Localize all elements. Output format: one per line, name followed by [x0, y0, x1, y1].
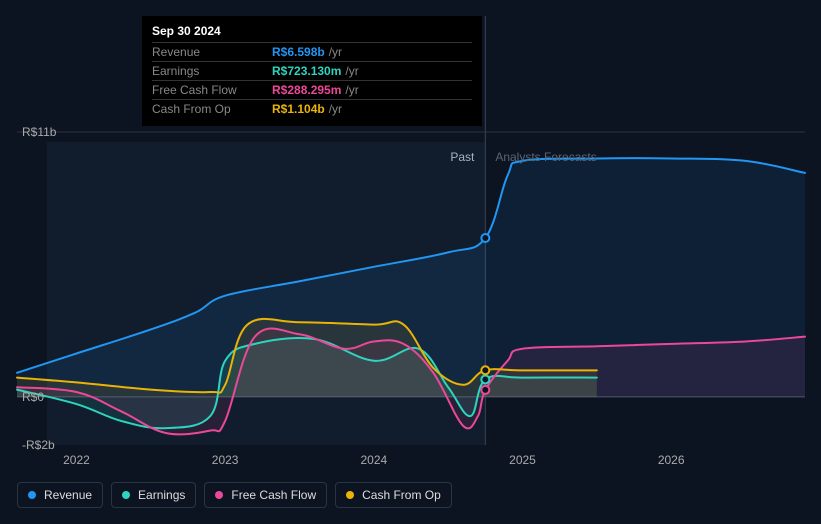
y-axis-label: -R$2b [22, 438, 55, 452]
tooltip-row-value: R$6.598b/yr [272, 43, 472, 62]
tooltip-row-value: R$1.104b/yr [272, 100, 472, 119]
tooltip-row: Cash From OpR$1.104b/yr [152, 100, 472, 119]
legend-label: Free Cash Flow [231, 488, 316, 502]
y-axis-label: R$11b [22, 125, 56, 139]
forecast-label: Analysts Forecasts [495, 150, 596, 164]
x-axis-label: 2026 [658, 453, 685, 467]
tooltip-row-value: R$288.295m/yr [272, 81, 472, 100]
legend-dot-icon [122, 491, 130, 499]
legend-item-revenue[interactable]: Revenue [17, 482, 103, 508]
tooltip-row: RevenueR$6.598b/yr [152, 43, 472, 62]
x-axis-label: 2023 [212, 453, 239, 467]
legend-dot-icon [215, 491, 223, 499]
legend-label: Revenue [44, 488, 92, 502]
tooltip-row-label: Revenue [152, 43, 272, 62]
past-label: Past [450, 150, 474, 164]
legend-item-free-cash-flow[interactable]: Free Cash Flow [204, 482, 327, 508]
x-axis-label: 2024 [360, 453, 387, 467]
tooltip-row-value: R$723.130m/yr [272, 62, 472, 81]
chart-legend: Revenue Earnings Free Cash Flow Cash From O… [17, 482, 452, 508]
x-axis-label: 2025 [509, 453, 536, 467]
x-axis-label: 2022 [63, 453, 90, 467]
chart-tooltip: Sep 30 2024 RevenueR$6.598b/yrEarningsR$… [142, 16, 482, 126]
tooltip-row-label: Earnings [152, 62, 272, 81]
legend-dot-icon [346, 491, 354, 499]
tooltip-row-label: Cash From Op [152, 100, 272, 119]
tooltip-row: Free Cash FlowR$288.295m/yr [152, 81, 472, 100]
legend-label: Cash From Op [362, 488, 441, 502]
tooltip-row: EarningsR$723.130m/yr [152, 62, 472, 81]
financial-chart: R$11bR$0-R$2b 20222023202420252026 Past … [0, 0, 821, 524]
legend-dot-icon [28, 491, 36, 499]
tooltip-date: Sep 30 2024 [152, 24, 472, 38]
legend-item-cash-from-op[interactable]: Cash From Op [335, 482, 452, 508]
legend-label: Earnings [138, 488, 185, 502]
y-axis-label: R$0 [22, 390, 44, 404]
tooltip-row-label: Free Cash Flow [152, 81, 272, 100]
legend-item-earnings[interactable]: Earnings [111, 482, 196, 508]
